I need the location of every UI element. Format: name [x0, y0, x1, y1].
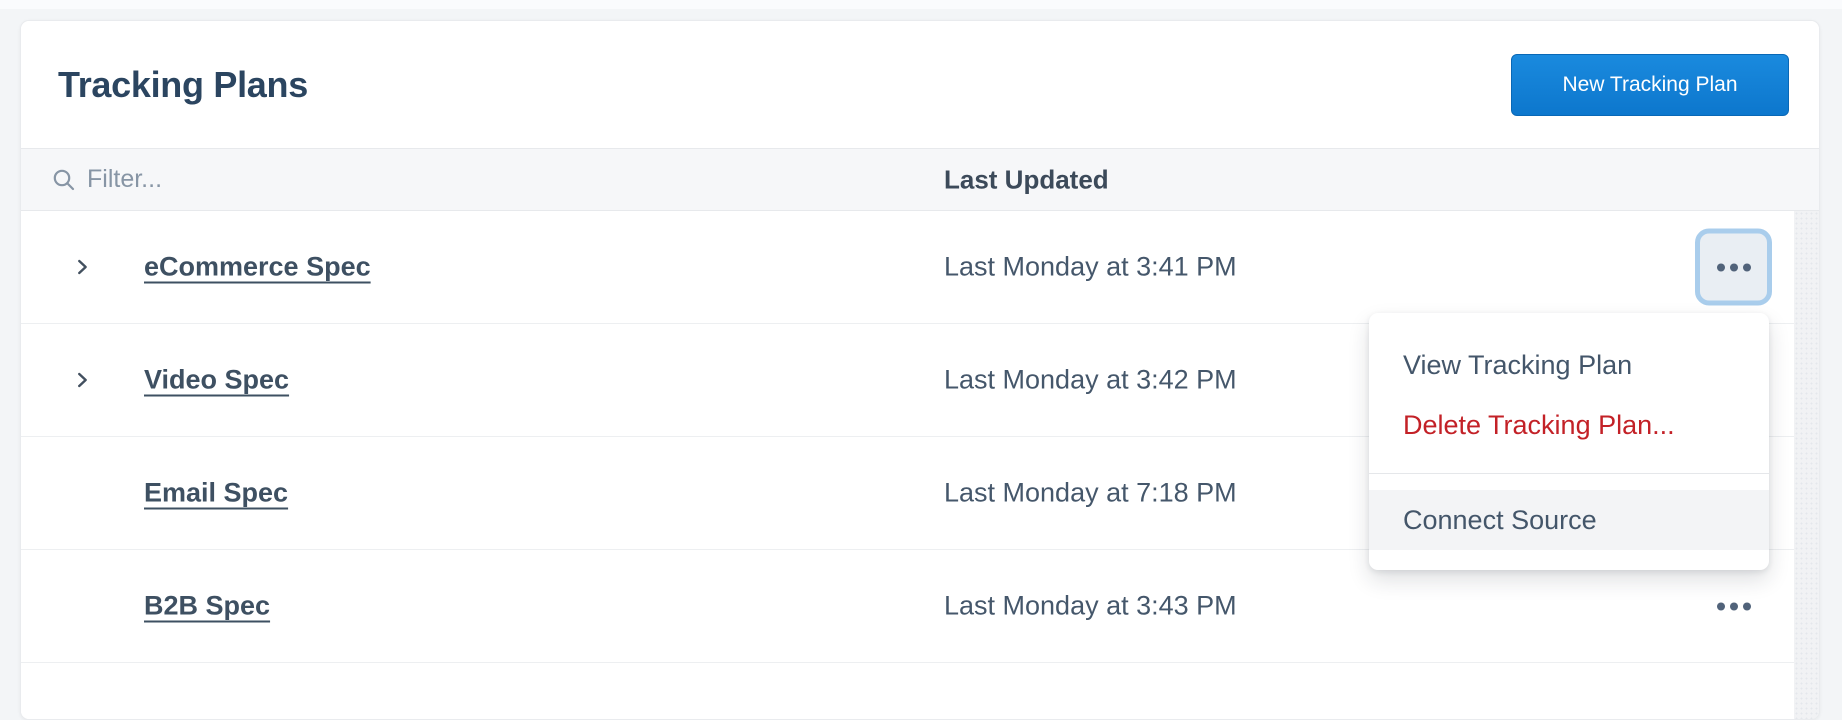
- menu-divider: [1369, 473, 1769, 474]
- tracking-plan-link[interactable]: eCommerce Spec: [144, 251, 371, 282]
- page-title: Tracking Plans: [58, 63, 308, 105]
- filter-input[interactable]: [87, 149, 787, 210]
- row-actions-button[interactable]: [1695, 228, 1772, 306]
- row-actions-button[interactable]: [1695, 568, 1772, 645]
- last-updated-value: Last Monday at 3:43 PM: [944, 590, 1237, 621]
- tracking-plan-link[interactable]: Video Spec: [144, 364, 290, 395]
- tracking-plan-link[interactable]: B2B Spec: [144, 590, 271, 621]
- card-header: Tracking Plans New Tracking Plan: [21, 21, 1819, 149]
- menu-item-connect-source[interactable]: Connect Source: [1369, 490, 1769, 550]
- new-tracking-plan-button[interactable]: New Tracking Plan: [1511, 54, 1789, 116]
- column-header-last-updated: Last Updated: [944, 164, 1109, 194]
- tracking-plan-link[interactable]: Email Spec: [144, 477, 289, 508]
- menu-item-view-tracking-plan[interactable]: View Tracking Plan: [1403, 349, 1633, 380]
- table-row: Video Spec Last Monday at 3:42 PM: [21, 324, 1794, 437]
- last-updated-value: Last Monday at 3:41 PM: [944, 251, 1237, 282]
- filter-bar: Last Updated: [21, 149, 1819, 211]
- search-icon: [52, 168, 76, 192]
- tracking-plans-card: Tracking Plans New Tracking Plan Last Up…: [20, 20, 1820, 720]
- row-actions-context-menu: View Tracking Plan Delete Tracking Plan.…: [1369, 313, 1769, 570]
- top-band: [0, 0, 1842, 9]
- chevron-right-icon[interactable]: [65, 250, 99, 284]
- scrollbar-track[interactable]: [1794, 211, 1819, 719]
- table-row: eCommerce Spec Last Monday at 3:41 PM: [21, 211, 1794, 324]
- ellipsis-icon: [1716, 602, 1751, 610]
- ellipsis-icon: [1716, 263, 1751, 271]
- table-row: B2B Spec Last Monday at 3:43 PM: [21, 550, 1794, 663]
- last-updated-value: Last Monday at 3:42 PM: [944, 364, 1237, 395]
- table-row: Email Spec Last Monday at 7:18 PM: [21, 437, 1794, 550]
- chevron-right-icon[interactable]: [65, 363, 99, 397]
- last-updated-value: Last Monday at 7:18 PM: [944, 477, 1237, 508]
- menu-item-delete-tracking-plan[interactable]: Delete Tracking Plan...: [1403, 409, 1675, 440]
